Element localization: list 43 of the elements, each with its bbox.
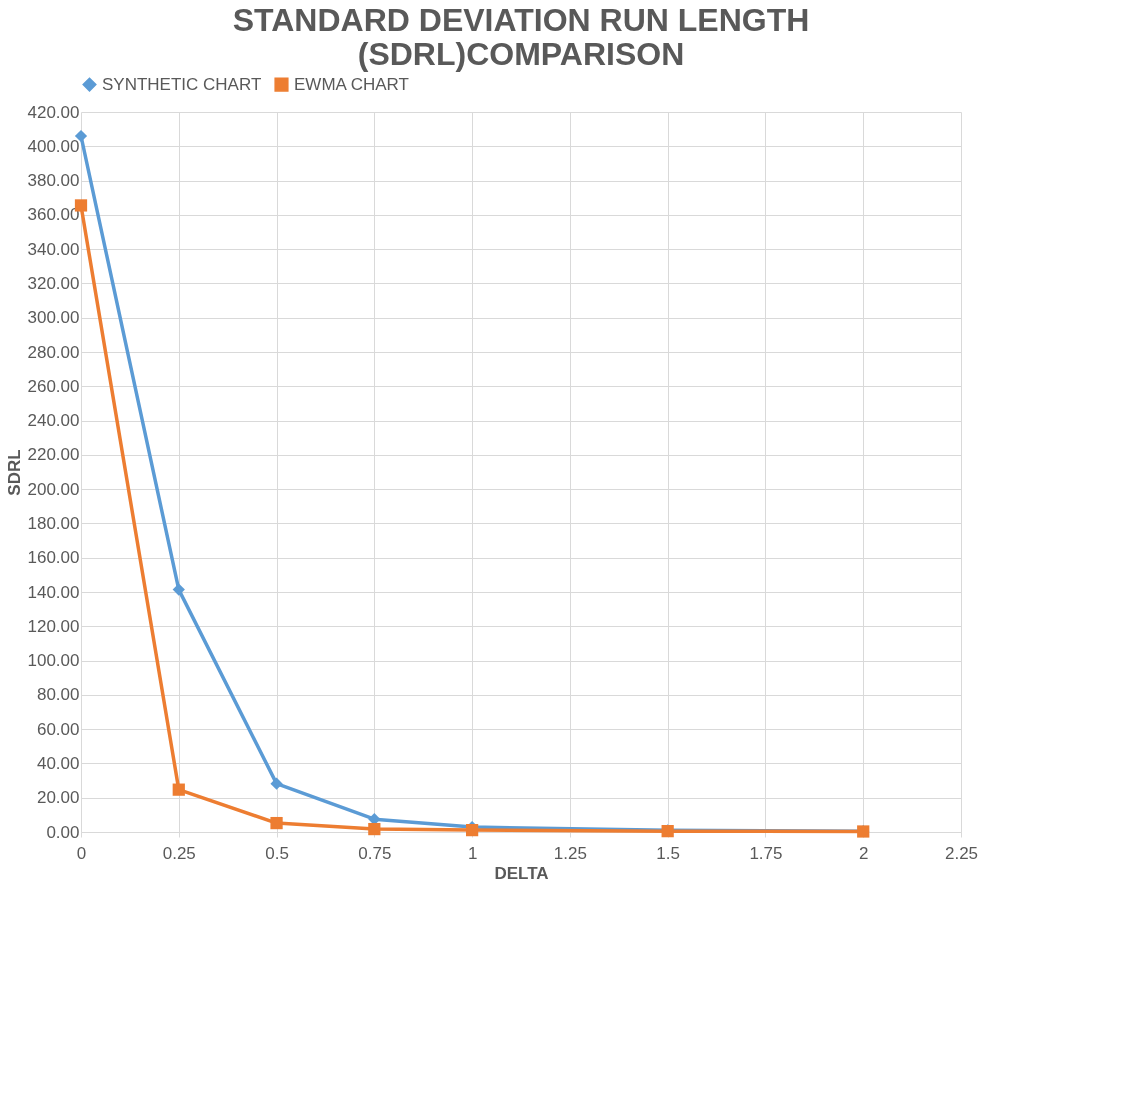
x-tick-label: 2 <box>858 843 869 863</box>
text: (SDRL)COMPARISON <box>357 36 685 72</box>
y-tick-label: 100.00 <box>27 651 80 671</box>
y-tick-label: 320.00 <box>27 273 80 293</box>
text: STANDARD DEVIATION RUN LENGTH <box>232 2 810 38</box>
y-tick-label: 240.00 <box>27 411 80 431</box>
y-tick-label: 20.00 <box>36 788 80 808</box>
x-tick-label: 0.25 <box>162 843 196 863</box>
x-tick-label: 0.75 <box>358 843 392 863</box>
x-tick-label: 1.75 <box>749 843 783 863</box>
y-tick-label: 300.00 <box>27 308 80 328</box>
y-tick-label: 260.00 <box>27 376 80 396</box>
point <box>270 777 283 790</box>
y-tick-label: 400.00 <box>27 136 80 156</box>
y-tick-label: 280.00 <box>27 342 80 362</box>
y-tick-label: 120.00 <box>27 616 80 636</box>
point <box>172 783 185 796</box>
x-tick-label: 1 <box>467 843 478 863</box>
y-axis-title: SDRL <box>4 449 24 496</box>
y-tick-label: 160.00 <box>27 548 80 568</box>
y-tick-label: 340.00 <box>27 239 80 259</box>
point <box>172 583 185 596</box>
x-axis-title: DELTA <box>494 863 549 883</box>
y-tick-label: 60.00 <box>36 719 80 739</box>
y-tick-label: 40.00 <box>36 753 80 773</box>
y-tick-label: 360.00 <box>27 205 80 225</box>
legend-label: EWMA CHART <box>294 74 409 94</box>
x-tick-label: 0 <box>76 843 87 863</box>
y-tick-label: 420.00 <box>27 102 80 122</box>
x-tick-label: 1.5 <box>656 843 680 863</box>
point <box>270 816 283 830</box>
y-tick-label: 220.00 <box>27 445 80 465</box>
x-tick-label: 0.5 <box>265 843 289 863</box>
y-tick-label: 140.00 <box>27 582 80 602</box>
legend-label: SYNTHETIC CHART <box>102 74 262 94</box>
y-tick-label: 0.00 <box>46 822 80 842</box>
x-tick-label: 2.25 <box>944 843 979 863</box>
y-tick-label: 200.00 <box>27 479 80 499</box>
y-tick-label: 180.00 <box>27 513 80 533</box>
x-tick-label: 1.25 <box>553 843 587 863</box>
point <box>368 822 381 836</box>
y-tick-label: 380.00 <box>27 171 80 191</box>
y-tick-label: 80.00 <box>36 685 80 705</box>
